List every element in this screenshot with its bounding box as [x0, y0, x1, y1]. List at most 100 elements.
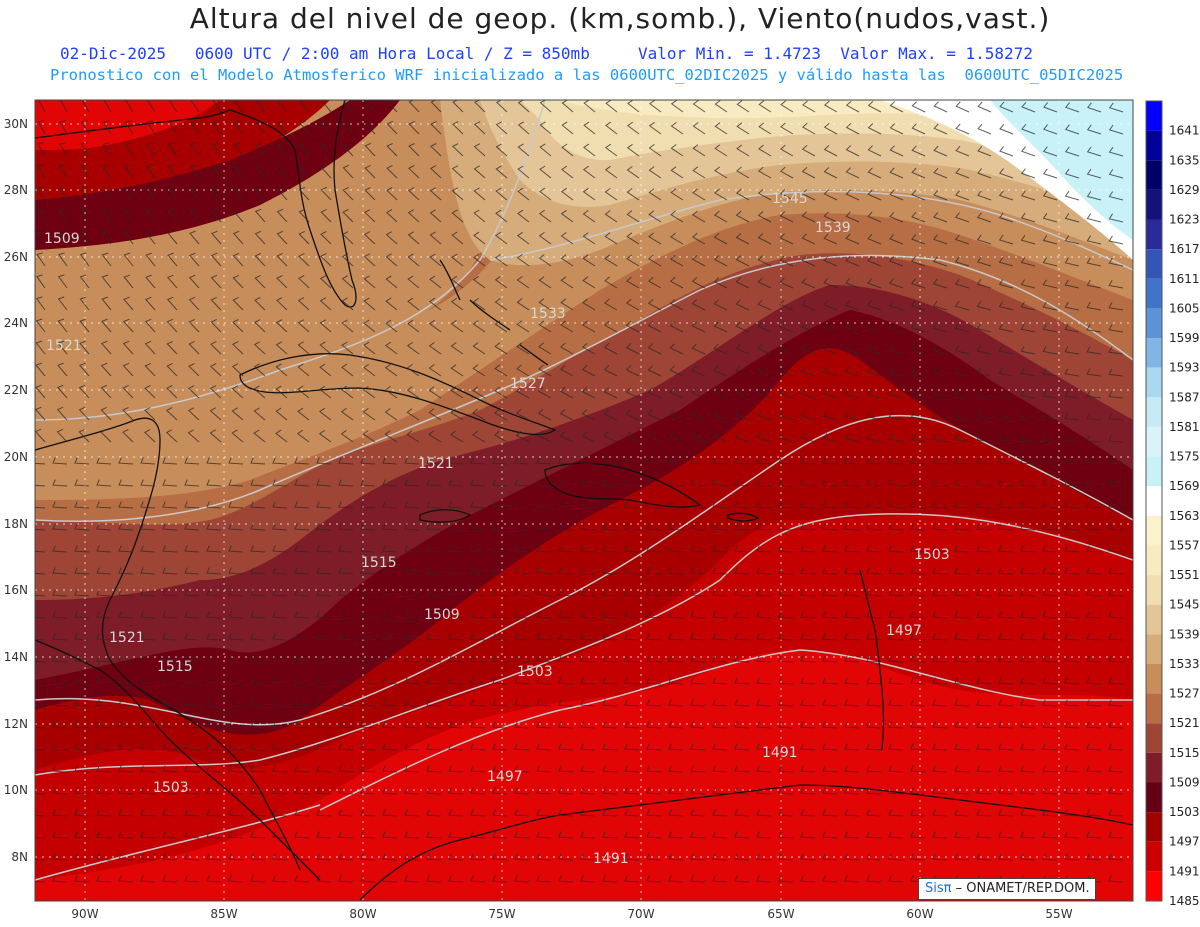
wind-barb	[100, 362, 112, 377]
wind-barb	[360, 567, 376, 575]
wind-barb	[1108, 743, 1124, 751]
wind-barb	[96, 479, 112, 487]
wind-barb	[162, 655, 178, 663]
wind-barb	[451, 143, 464, 157]
wind-barb	[162, 479, 178, 487]
wind-barb	[52, 457, 68, 465]
wind-barb	[96, 567, 112, 575]
wind-barb	[451, 231, 464, 245]
wind-barb	[81, 120, 90, 135]
wind-barb	[140, 633, 156, 641]
wind-barb	[470, 699, 486, 707]
wind-barb	[646, 567, 662, 575]
wind-barb	[954, 853, 970, 861]
wind-barb	[602, 633, 618, 641]
wind-barb	[341, 363, 354, 377]
wind-barb	[1042, 390, 1058, 399]
wind-barb	[823, 167, 838, 179]
wind-barb	[184, 853, 200, 861]
wind-barb	[494, 253, 508, 267]
wind-barb	[1020, 655, 1036, 663]
wind-barb	[1021, 124, 1036, 135]
wind-barb	[162, 633, 178, 641]
wind-barb	[670, 166, 684, 179]
wind-barb	[470, 567, 486, 575]
contour-label: 1509	[44, 231, 80, 247]
wind-barb	[602, 523, 618, 531]
wind-barb	[426, 809, 442, 817]
wind-barb	[691, 254, 706, 267]
wind-barb	[162, 589, 178, 597]
wind-barb	[1086, 567, 1102, 575]
wind-barb	[404, 589, 420, 597]
wind-barb	[35, 880, 46, 883]
wind-barb	[470, 743, 486, 751]
wind-barb	[78, 406, 90, 421]
wind-barb	[736, 100, 750, 113]
wind-barb	[888, 545, 904, 553]
wind-barb	[712, 875, 728, 883]
wind-barb	[888, 501, 904, 509]
wind-barb	[80, 164, 90, 179]
wind-barb	[316, 787, 332, 795]
wind-barb	[492, 853, 508, 861]
wind-barb	[1042, 721, 1058, 729]
wind-barb	[976, 721, 992, 729]
wind-barb	[955, 123, 970, 135]
wind-barb	[625, 320, 640, 333]
wind-barb	[294, 523, 310, 531]
wind-barb	[976, 655, 992, 663]
wind-barb	[558, 809, 574, 817]
colorbar-swatch	[1146, 338, 1162, 368]
wind-barb	[382, 501, 398, 509]
wind-barb	[74, 831, 90, 839]
wind-barb	[1108, 501, 1124, 509]
wind-barb	[580, 567, 596, 575]
wind-barb	[800, 501, 816, 509]
wind-barb	[580, 457, 596, 465]
wind-barb	[338, 655, 354, 663]
wind-barb	[690, 831, 706, 839]
wind-barb	[822, 611, 838, 619]
wind-barb	[451, 275, 464, 289]
wind-barb	[250, 633, 266, 641]
wind-barb	[250, 611, 266, 619]
wind-barb	[321, 120, 332, 135]
colorbar-swatch	[1146, 752, 1162, 783]
map-title: Altura del nivel de geop. (km,somb.), Vi…	[189, 2, 1051, 35]
wind-barb	[648, 166, 662, 179]
wind-barb	[977, 168, 992, 179]
wind-barb	[778, 787, 794, 795]
wind-barb	[910, 545, 926, 553]
wind-barb	[932, 589, 948, 597]
wind-barb	[342, 209, 354, 223]
wind-barb	[560, 232, 574, 245]
wind-barb	[363, 297, 376, 311]
wind-barb	[889, 167, 904, 179]
colorbar-swatch	[1146, 871, 1162, 901]
wind-barb	[35, 770, 46, 773]
wind-barb	[272, 545, 288, 553]
wind-barb	[538, 342, 552, 355]
wind-barb	[668, 501, 684, 509]
wind-barb	[559, 409, 574, 421]
wind-barb	[514, 721, 530, 729]
wind-barb	[646, 479, 662, 487]
wind-barb	[74, 545, 90, 553]
wind-barb	[294, 567, 310, 575]
contour-label: 1533	[530, 306, 566, 322]
wind-barb	[558, 721, 574, 729]
wind-barb	[299, 120, 310, 135]
wind-barb	[646, 655, 662, 663]
wind-barb	[779, 321, 794, 333]
wind-barb	[232, 296, 244, 311]
colorbar-label: 1611	[1169, 272, 1200, 286]
wind-barb	[536, 765, 552, 773]
wind-barb	[998, 168, 1014, 179]
wind-barb	[714, 188, 728, 201]
colorbar-swatch	[1146, 663, 1162, 694]
lon-label: 90W	[71, 907, 98, 921]
wind-barb	[801, 277, 816, 289]
wind-barb	[1020, 721, 1036, 729]
wind-barb	[602, 809, 618, 817]
